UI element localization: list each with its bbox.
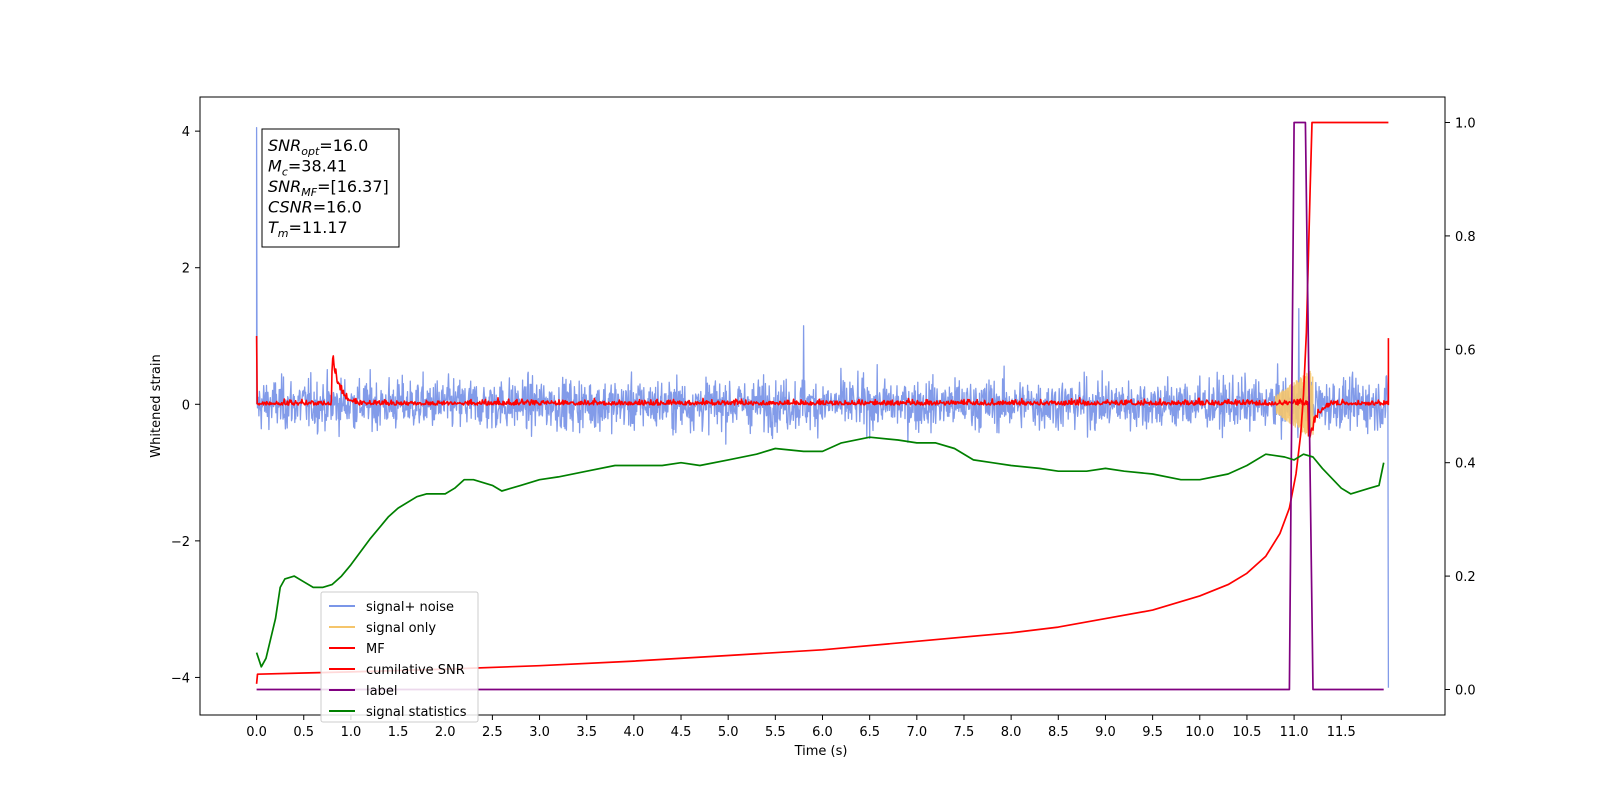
annotation-0: SNRopt=16.0 bbox=[268, 136, 368, 158]
annotation-4: Tm=11.17 bbox=[268, 218, 348, 240]
annotation-subscript: c bbox=[282, 166, 288, 179]
annotation-symbol: M bbox=[268, 157, 282, 176]
series-signal-only bbox=[1274, 370, 1314, 439]
y-left-tick-label-0: 4 bbox=[182, 125, 190, 140]
legend-label-3: cumilative SNR bbox=[366, 663, 465, 678]
annotation-value: =16.0 bbox=[319, 136, 368, 155]
x-tick-label-2: 1.0 bbox=[341, 725, 362, 740]
x-tick-label-14: 7.0 bbox=[906, 725, 927, 740]
annotation-value: =38.41 bbox=[288, 157, 347, 176]
x-axis-label: Time (s) bbox=[794, 744, 848, 759]
annotation-value: =16.0 bbox=[313, 198, 362, 217]
x-tick-label-19: 9.5 bbox=[1142, 725, 1163, 740]
annotation-2: SNRMF=[16.37] bbox=[268, 177, 389, 199]
series-signal-plus-noise bbox=[255, 127, 1390, 688]
axes-ticks: 0.0 0.5 1.0 1.5 2.0 2.5 3.0 3.5 4.0 4.5 5.0 5.5 6.0 6… bbox=[171, 117, 1476, 740]
x-tick-label-6: 3.0 bbox=[529, 725, 550, 740]
annotation-3: CSNR=16.0 bbox=[268, 198, 362, 217]
x-tick-label-16: 8.0 bbox=[1001, 725, 1022, 740]
x-tick-label-5: 2.5 bbox=[482, 725, 503, 740]
y-axis-label: Whitened strain bbox=[149, 354, 164, 457]
x-tick-label-20: 10.0 bbox=[1185, 725, 1214, 740]
series-label bbox=[256, 121, 1384, 691]
annotation-symbol: SNR bbox=[268, 136, 301, 155]
x-tick-label-4: 2.0 bbox=[435, 725, 456, 740]
x-tick-label-1: 0.5 bbox=[293, 725, 314, 740]
legend-label-1: signal only bbox=[366, 621, 436, 636]
legend-label-5: signal statistics bbox=[366, 705, 467, 720]
annotation-subscript: MF bbox=[301, 186, 317, 199]
x-tick-label-11: 5.5 bbox=[765, 725, 786, 740]
legend: signal+ noise signal only MF cumilative SNR… bbox=[320, 591, 479, 723]
x-tick-label-7: 3.5 bbox=[576, 725, 597, 740]
series-cumilative-snr bbox=[255, 121, 1389, 684]
annotation-symbol: CSNR bbox=[268, 198, 313, 217]
legend-entries: signal+ noise signal only MF cumilative SNR… bbox=[329, 600, 467, 720]
legend-label-4: label bbox=[366, 684, 397, 699]
y-right-tick-label-0: 1.0 bbox=[1455, 117, 1476, 132]
y-left-tick-label-1: 2 bbox=[182, 262, 190, 277]
annotation-symbol: SNR bbox=[268, 177, 301, 196]
x-tick-label-23: 11.5 bbox=[1327, 725, 1356, 740]
annotation-subscript: m bbox=[278, 227, 289, 240]
y-left-tick-label-4: −4 bbox=[171, 671, 190, 686]
legend-label-2: MF bbox=[366, 642, 385, 657]
x-tick-label-18: 9.0 bbox=[1095, 725, 1116, 740]
x-tick-label-12: 6.0 bbox=[812, 725, 833, 740]
annotation-value: =11.17 bbox=[289, 218, 348, 237]
legend-frame bbox=[320, 591, 479, 723]
annotation-symbol: T bbox=[268, 218, 279, 237]
x-tick-label-13: 6.5 bbox=[859, 725, 880, 740]
series-signal-statistics bbox=[255, 436, 1385, 668]
series-mf bbox=[255, 335, 1390, 438]
annotation-frame bbox=[261, 128, 400, 248]
x-tick-label-0: 0.0 bbox=[246, 725, 267, 740]
annotation-value: =[16.37] bbox=[317, 177, 389, 196]
x-tick-label-15: 7.5 bbox=[954, 725, 975, 740]
x-tick-label-9: 4.5 bbox=[671, 725, 692, 740]
x-tick-label-3: 1.5 bbox=[388, 725, 409, 740]
annotation-lines: SNRopt=16.0Mc=38.41SNRMF=[16.37]CSNR=16.… bbox=[268, 136, 389, 240]
y-right-tick-label-3: 0.4 bbox=[1455, 457, 1476, 472]
x-tick-label-8: 4.0 bbox=[624, 725, 645, 740]
x-tick-label-22: 11.0 bbox=[1280, 725, 1309, 740]
plot-area bbox=[255, 121, 1390, 691]
y-right-tick-label-2: 0.6 bbox=[1455, 343, 1476, 358]
legend-label-0: signal+ noise bbox=[366, 600, 454, 615]
y-left-tick-label-3: −2 bbox=[171, 535, 190, 550]
x-tick-label-17: 8.5 bbox=[1048, 725, 1069, 740]
y-right-tick-label-4: 0.2 bbox=[1455, 570, 1476, 585]
y-right-tick-label-1: 0.8 bbox=[1455, 230, 1476, 245]
x-tick-label-10: 5.0 bbox=[718, 725, 739, 740]
x-tick-label-21: 10.5 bbox=[1232, 725, 1261, 740]
y-left-tick-label-2: 0 bbox=[182, 398, 190, 413]
annotation-1: Mc=38.41 bbox=[268, 157, 347, 179]
annotation-subscript: opt bbox=[301, 145, 320, 158]
y-right-tick-label-5: 0.0 bbox=[1455, 683, 1476, 698]
annotation-box: SNRopt=16.0Mc=38.41SNRMF=[16.37]CSNR=16.… bbox=[261, 128, 400, 248]
